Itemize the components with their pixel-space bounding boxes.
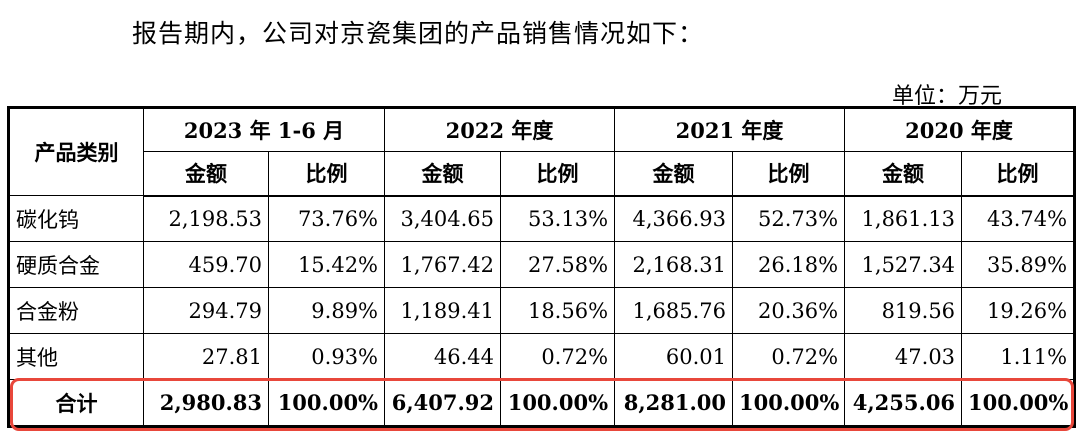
amount-cell: 1,527.34 bbox=[844, 241, 963, 288]
ratio-header: 比例 bbox=[961, 151, 1076, 197]
ratio-cell: 43.74% bbox=[961, 195, 1076, 242]
ratio-cell: 0.72% bbox=[500, 333, 616, 380]
amount-cell: 459.70 bbox=[143, 241, 269, 288]
amount-cell: 4,366.93 bbox=[614, 195, 734, 242]
total-amount-cell: 6,407.92 bbox=[384, 379, 502, 427]
ratio-cell: 1.11% bbox=[961, 333, 1076, 380]
total-ratio-cell: 100.00% bbox=[961, 379, 1076, 427]
total-ratio-cell: 100.00% bbox=[267, 379, 386, 427]
ratio-cell: 73.76% bbox=[267, 195, 386, 242]
amount-cell: 47.03 bbox=[844, 333, 963, 380]
period-header: 2021 年度 bbox=[614, 107, 846, 152]
ratio-header: 比例 bbox=[267, 151, 386, 197]
ratio-cell: 26.18% bbox=[732, 241, 846, 288]
amount-cell: 1,861.13 bbox=[844, 195, 963, 242]
total-ratio-cell: 100.00% bbox=[732, 379, 846, 427]
amount-cell: 819.56 bbox=[844, 287, 963, 334]
sales-table: 产品类别 2023 年 1-6 月 2022 年度 2021 年度 2020 年… bbox=[7, 106, 1077, 428]
ratio-cell: 0.72% bbox=[732, 333, 846, 380]
ratio-header: 比例 bbox=[500, 151, 616, 197]
ratio-cell: 53.13% bbox=[500, 195, 616, 242]
amount-cell: 46.44 bbox=[384, 333, 502, 380]
table-row: 碳化钨 2,198.53 73.76% 3,404.65 53.13% 4,36… bbox=[8, 195, 1076, 242]
ratio-cell: 15.42% bbox=[267, 241, 386, 288]
ratio-cell: 19.26% bbox=[961, 287, 1076, 334]
total-label: 合计 bbox=[8, 379, 144, 427]
ratio-cell: 52.73% bbox=[732, 195, 846, 242]
table-row: 合金粉 294.79 9.89% 1,189.41 18.56% 1,685.7… bbox=[8, 287, 1076, 334]
amount-header: 金额 bbox=[844, 151, 963, 197]
ratio-cell: 35.89% bbox=[961, 241, 1076, 288]
amount-cell: 1,767.42 bbox=[384, 241, 502, 288]
period-header: 2020 年度 bbox=[844, 107, 1076, 152]
ratio-cell: 20.36% bbox=[732, 287, 846, 334]
category-header: 产品类别 bbox=[8, 107, 144, 196]
amount-cell: 3,404.65 bbox=[384, 195, 502, 242]
ratio-cell: 9.89% bbox=[267, 287, 386, 334]
amount-cell: 1,685.76 bbox=[614, 287, 734, 334]
header-row-periods: 产品类别 2023 年 1-6 月 2022 年度 2021 年度 2020 年… bbox=[8, 107, 1076, 196]
total-row: 合计 2,980.83 100.00% 6,407.92 100.00% 8,2… bbox=[8, 379, 1076, 427]
amount-cell: 27.81 bbox=[143, 333, 269, 380]
amount-header: 金额 bbox=[143, 151, 269, 197]
amount-cell: 60.01 bbox=[614, 333, 734, 380]
total-amount-cell: 4,255.06 bbox=[844, 379, 963, 427]
amount-cell: 2,168.31 bbox=[614, 241, 734, 288]
intro-text: 报告期内，公司对京瓷集团的产品销售情况如下： bbox=[132, 19, 705, 48]
unit-label: 单位：万元 bbox=[891, 84, 1002, 109]
amount-cell: 1,189.41 bbox=[384, 287, 502, 334]
total-amount-cell: 2,980.83 bbox=[143, 379, 269, 427]
period-header: 2022 年度 bbox=[384, 107, 616, 152]
ratio-header: 比例 bbox=[732, 151, 846, 197]
ratio-cell: 18.56% bbox=[500, 287, 616, 334]
amount-header: 金额 bbox=[614, 151, 734, 197]
amount-cell: 2,198.53 bbox=[143, 195, 269, 242]
amount-header: 金额 bbox=[384, 151, 502, 197]
category-cell: 合金粉 bbox=[8, 287, 144, 334]
table-row: 硬质合金 459.70 15.42% 1,767.42 27.58% 2,168… bbox=[8, 241, 1076, 288]
category-cell: 硬质合金 bbox=[8, 241, 144, 288]
ratio-cell: 27.58% bbox=[500, 241, 616, 288]
header-row-metrics: 金额 比例 金额 比例 金额 比例 金额 比例 bbox=[9, 151, 1076, 197]
ratio-cell: 0.93% bbox=[267, 333, 386, 380]
category-cell: 其他 bbox=[8, 333, 144, 380]
category-cell: 碳化钨 bbox=[8, 195, 144, 242]
period-header: 2023 年 1-6 月 bbox=[142, 107, 386, 152]
total-amount-cell: 8,281.00 bbox=[614, 379, 734, 427]
total-ratio-cell: 100.00% bbox=[500, 379, 616, 427]
table-row: 其他 27.81 0.93% 46.44 0.72% 60.01 0.72% 4… bbox=[8, 333, 1076, 380]
amount-cell: 294.79 bbox=[143, 287, 269, 334]
